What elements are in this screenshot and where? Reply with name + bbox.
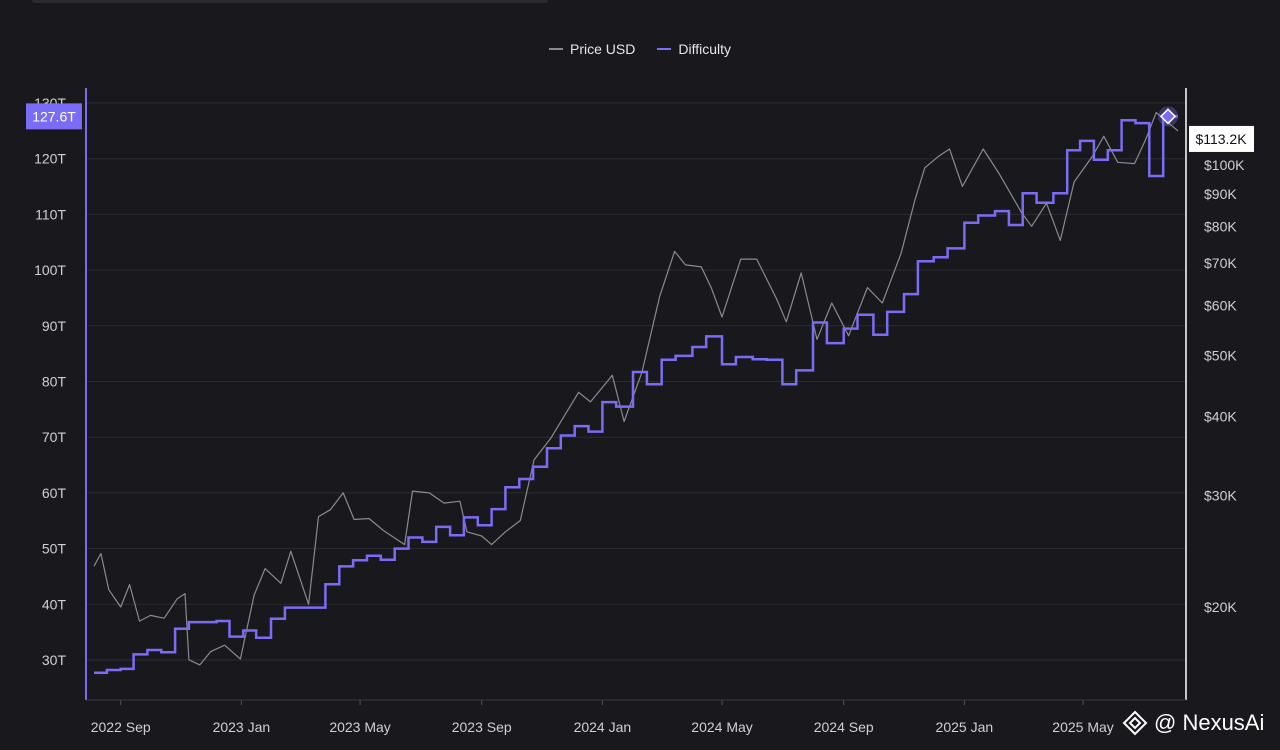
price-badge-label: $113.2K: [1195, 131, 1247, 147]
x-tick-label: 2023 Jan: [213, 719, 271, 735]
difficulty-line: [94, 115, 1178, 675]
price-line: [93, 112, 1179, 666]
legend-item-price[interactable]: Price USD: [548, 41, 636, 57]
series-layer: [93, 106, 1179, 675]
right-tick-label: $50K: [1204, 347, 1237, 363]
right-tick-label: $70K: [1204, 255, 1237, 271]
left-tick-label: 40T: [42, 596, 67, 612]
left-tick-label: 50T: [42, 541, 67, 557]
legend-label-price: Price USD: [569, 41, 636, 57]
left-tick-label: 60T: [42, 485, 67, 501]
difficulty-marker: [1159, 108, 1177, 125]
x-tick-label: 2022 Sep: [91, 719, 151, 735]
x-tick-label: 2023 May: [329, 719, 390, 735]
difficulty-badge-label: 127.6T: [32, 108, 76, 124]
legend-item-difficulty[interactable]: Difficulty: [657, 41, 731, 57]
grid: [86, 102, 1186, 661]
top-bar: [32, 0, 548, 3]
right-tick-label: $100K: [1204, 157, 1245, 173]
left-tick-label: 120T: [34, 151, 66, 167]
price-badge: [1189, 125, 1254, 152]
right-tick-label: $60K: [1204, 297, 1237, 313]
legend-swatch-difficulty: [657, 48, 672, 50]
x-tick-label: 2024 Jan: [574, 719, 632, 735]
watermark-text: @ NexusAi: [1154, 710, 1265, 735]
left-tick-label: 80T: [42, 374, 67, 390]
x-tick-label: 2025 Jan: [936, 719, 994, 735]
right-tick-label: $90K: [1204, 186, 1237, 202]
value-badges: 127.6T $113.2K: [26, 103, 1254, 152]
tick-labels: 30T40T50T60T70T80T90T100T110T120T130T202…: [34, 95, 1245, 735]
x-tick-label: 2024 May: [691, 719, 752, 735]
right-tick-label: $80K: [1204, 218, 1237, 234]
nexus-logo-icon: [1122, 710, 1148, 736]
x-tick-label: 2023 Sep: [452, 719, 512, 735]
right-tick-label: $30K: [1204, 488, 1237, 504]
right-tick-label: $40K: [1204, 409, 1237, 425]
left-tick-label: 100T: [34, 262, 66, 278]
chart-legend: Price USD Difficulty: [0, 41, 1280, 57]
left-tick-label: 30T: [42, 652, 67, 668]
legend-swatch-price: [548, 48, 563, 50]
left-tick-label: 110T: [35, 206, 66, 222]
right-tick-label: $20K: [1204, 599, 1237, 615]
x-tick-label: 2025 May: [1052, 719, 1113, 735]
left-tick-label: 90T: [42, 318, 67, 334]
left-tick-label: 70T: [42, 429, 67, 445]
legend-label-difficulty: Difficulty: [678, 41, 731, 57]
x-tick-label: 2024 Sep: [814, 719, 874, 735]
axes: [85, 88, 1187, 705]
watermark: @ NexusAi: [1122, 710, 1264, 736]
difficulty-badge: [26, 103, 82, 130]
